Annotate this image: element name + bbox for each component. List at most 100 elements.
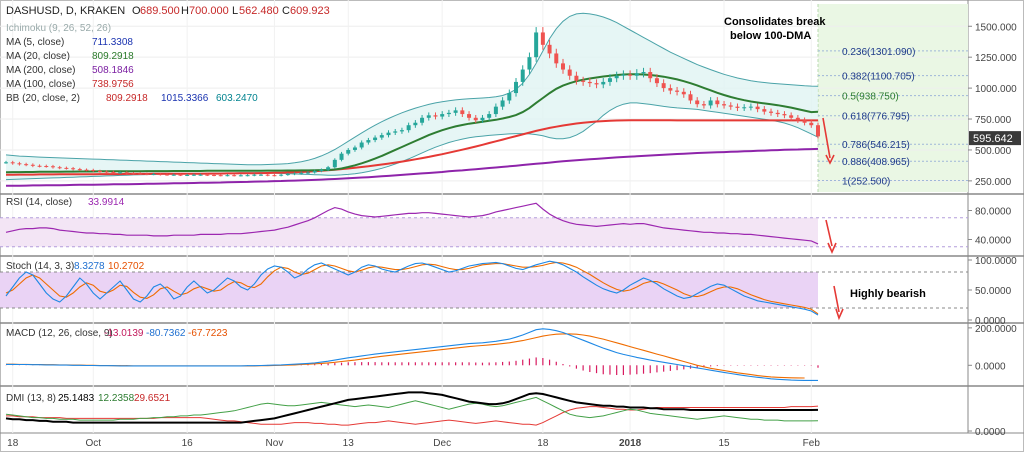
- ma20-line: [5, 73, 819, 174]
- candle-body: [57, 167, 62, 169]
- stoch-tick-label: 0.0000: [975, 316, 1006, 327]
- candle-body: [259, 174, 264, 176]
- candle-body: [212, 174, 217, 176]
- candle-body: [520, 69, 525, 82]
- candle-body: [735, 106, 740, 108]
- candle-body: [37, 165, 42, 167]
- last-price-tag-bg: [969, 131, 1021, 146]
- legend-label: MA (5, close): [6, 37, 64, 48]
- rsi-tick-label: 80.0000: [975, 207, 1012, 218]
- candle-body: [594, 83, 599, 85]
- time-tick-label: 16: [182, 438, 194, 449]
- stoch-k-line: [5, 260, 819, 316]
- candle-body: [695, 100, 700, 105]
- ohlc-close-label: C: [282, 5, 290, 17]
- candle-body: [346, 149, 351, 154]
- indicator-legend: Ichimoku (9, 26, 52, 26) MA (5, close) 711…: [6, 23, 258, 104]
- candle-body: [426, 115, 431, 118]
- candlesticks: [4, 27, 820, 177]
- time-tick-label: 13: [343, 438, 355, 449]
- candle-body: [178, 174, 183, 176]
- time-axis: 18 Oct 16 Nov 13 Dec 18 2018 15 Feb: [7, 438, 820, 449]
- rsi-tick-label: 40.0000: [975, 236, 1012, 247]
- candle-body: [507, 93, 512, 101]
- macd-pane: [5, 328, 819, 381]
- candle-body: [514, 81, 519, 94]
- stoch-tick-label: 50.0000: [975, 286, 1012, 297]
- bb-upper-line: [5, 12, 819, 166]
- price-tick-label: 1500.000: [975, 22, 1017, 33]
- stoch-label: Stoch (14, 3, 3): [6, 261, 74, 272]
- symbol-label: DASHUSD, D, KRAKEN: [6, 5, 125, 17]
- legend-label: Ichimoku (9, 26, 52, 26): [6, 23, 111, 34]
- legend-value: 738.9756: [92, 79, 134, 90]
- candle-body: [319, 169, 324, 171]
- ohlc-high: 700.000: [189, 5, 229, 17]
- candle-body: [587, 81, 592, 84]
- candle-body: [500, 100, 505, 107]
- candle-body: [661, 83, 666, 89]
- candle-body: [198, 174, 203, 176]
- candle-body: [393, 131, 398, 133]
- candle-body: [789, 115, 794, 118]
- candle-body: [71, 168, 76, 170]
- annotations: Consolidates break below 100-DMA Highly …: [724, 16, 926, 321]
- candle-body: [285, 174, 290, 176]
- fib-label: 0.236(1301.090): [842, 47, 915, 58]
- rsi-legend: RSI (14, close) 33.9914: [6, 197, 125, 208]
- fib-zone: [818, 4, 968, 192]
- candle-body: [654, 78, 659, 84]
- fib-label: 1(252.500): [842, 177, 890, 188]
- macd-line: [6, 328, 818, 381]
- legend-value: 809.2918: [106, 93, 148, 104]
- price-tick-label: 250.000: [975, 177, 1012, 188]
- candle-body: [715, 100, 720, 105]
- candle-body: [158, 174, 163, 176]
- fib-label: 0.886(408.965): [842, 157, 910, 168]
- stoch-tick-label: 100.0000: [975, 256, 1017, 267]
- ohlc-open: 689.500: [140, 5, 180, 17]
- price-tick-label: 500.000: [975, 146, 1012, 157]
- candle-body: [30, 164, 35, 166]
- candle-body: [420, 117, 425, 123]
- time-tick-label: Dec: [433, 438, 451, 449]
- candle-body: [460, 110, 465, 115]
- stoch-legend: Stoch (14, 3, 3) 8.3278 10.2702: [6, 261, 145, 272]
- candle-body: [574, 75, 579, 81]
- time-tick-label: 2018: [619, 438, 642, 449]
- stoch-d-value: 10.2702: [108, 261, 145, 272]
- candle-body: [299, 172, 304, 174]
- candle-body: [352, 147, 357, 150]
- dmi-pane: [5, 391, 819, 426]
- candle-body: [708, 100, 713, 106]
- candle-body: [77, 169, 82, 171]
- stoch-band: [0, 272, 818, 308]
- candle-body: [225, 175, 230, 177]
- candle-body: [399, 130, 404, 132]
- candle-body: [581, 80, 586, 82]
- candle-body: [607, 78, 612, 82]
- legend-label: MA (200, close): [6, 65, 75, 76]
- pane-frames: [0, 0, 1024, 434]
- down-arrow-icon: [825, 219, 837, 254]
- dmi-adx-line: [5, 391, 819, 424]
- price-tick-label: 1000.000: [975, 84, 1017, 95]
- candle-body: [567, 69, 572, 76]
- candle-body: [238, 175, 243, 177]
- candle-body: [104, 171, 109, 173]
- candle-body: [17, 163, 22, 165]
- dmi-plus-value: 12.2358: [98, 393, 135, 404]
- candle-body: [359, 142, 364, 148]
- candle-body: [245, 175, 250, 177]
- candle-body: [701, 104, 706, 106]
- candle-body: [755, 106, 760, 110]
- ohlc-open-label: O: [132, 5, 141, 17]
- candle-body: [44, 166, 49, 168]
- candle-body: [131, 173, 136, 175]
- dmi-legend: DMI (13, 8) 25.1483 12.2358 29.6521: [6, 393, 171, 404]
- candle-body: [675, 90, 680, 92]
- candle-body: [628, 74, 633, 76]
- fib-label: 0.5(938.750): [842, 92, 899, 103]
- candle-body: [634, 73, 639, 76]
